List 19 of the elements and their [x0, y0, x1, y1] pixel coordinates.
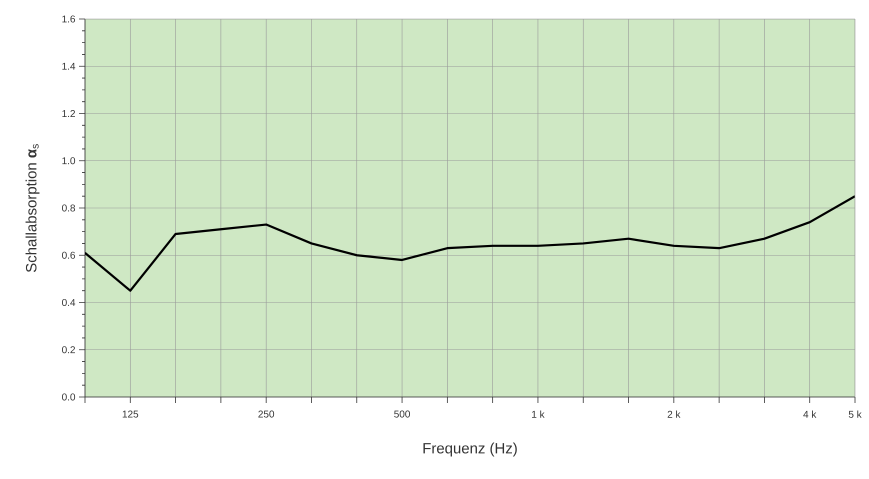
- x-tick-label: 500: [394, 410, 410, 418]
- text: 0.0: [62, 393, 76, 401]
- y-tick-label: 1.2: [62, 110, 75, 117]
- y-tick-label: 0.2: [62, 346, 75, 354]
- x-tick-label: 125: [122, 410, 138, 418]
- y-tick-label: 0.8: [62, 204, 76, 212]
- y-tick-label: 0.4: [62, 298, 76, 306]
- x-tick-label: 2 k: [668, 410, 680, 418]
- line-series: [85, 195, 856, 292]
- x-tick-label: 4 k: [803, 410, 816, 418]
- x-tick-label: 250: [258, 410, 274, 418]
- x-axis-title: Frequenz (Hz): [423, 442, 517, 456]
- x-tick-label: 1 k: [532, 410, 545, 418]
- y-tick-label: 1.4: [62, 62, 76, 70]
- y-axis-title: Schallabsorption α$_{s}$: [26, 144, 40, 272]
- y-tick-label: 1.0: [62, 157, 76, 164]
- x-tick-label: 5 k: [848, 410, 862, 418]
- y-tick-label: 0.6: [62, 252, 76, 259]
- y-tick-label: 1.6: [62, 15, 76, 23]
